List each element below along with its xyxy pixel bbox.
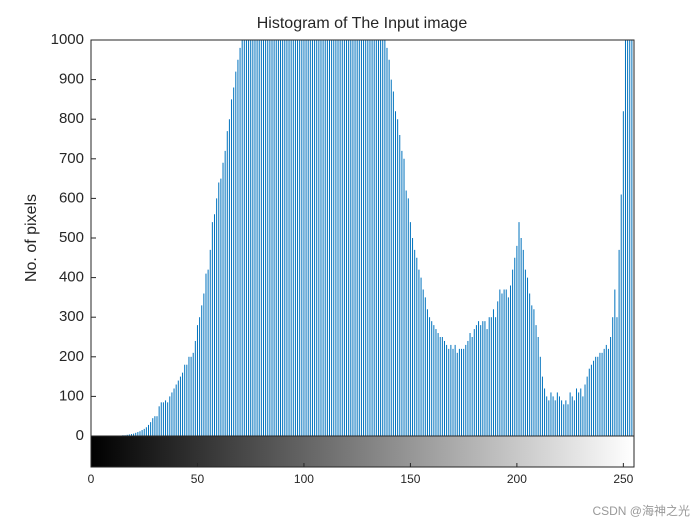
y-tick-label: 700 bbox=[59, 150, 84, 167]
y-tick-label: 0 bbox=[76, 427, 84, 444]
y-tick-label: 900 bbox=[59, 71, 84, 88]
y-tick-label: 300 bbox=[59, 308, 84, 325]
y-tick-label: 200 bbox=[59, 348, 84, 365]
y-tick-label: 1000 bbox=[51, 31, 84, 48]
stems bbox=[122, 40, 634, 436]
y-axis-label: No. of pixels bbox=[23, 194, 40, 282]
x-tick-label: 100 bbox=[294, 472, 314, 486]
x-tick-label: 200 bbox=[507, 472, 527, 486]
chart-title: Histogram of The Input image bbox=[257, 15, 468, 32]
x-tick-label: 250 bbox=[613, 472, 633, 486]
y-tick-label: 100 bbox=[59, 387, 84, 404]
y-tick-label: 500 bbox=[59, 229, 84, 246]
y-tick-label: 800 bbox=[59, 110, 84, 127]
y-tick-label: 600 bbox=[59, 189, 84, 206]
x-tick-label: 50 bbox=[191, 472, 205, 486]
watermark: CSDN @海神之光 bbox=[592, 503, 690, 518]
y-tick-label: 400 bbox=[59, 269, 84, 286]
x-tick-label: 150 bbox=[400, 472, 420, 486]
x-tick-label: 0 bbox=[88, 472, 95, 486]
colorbar bbox=[90, 435, 635, 468]
